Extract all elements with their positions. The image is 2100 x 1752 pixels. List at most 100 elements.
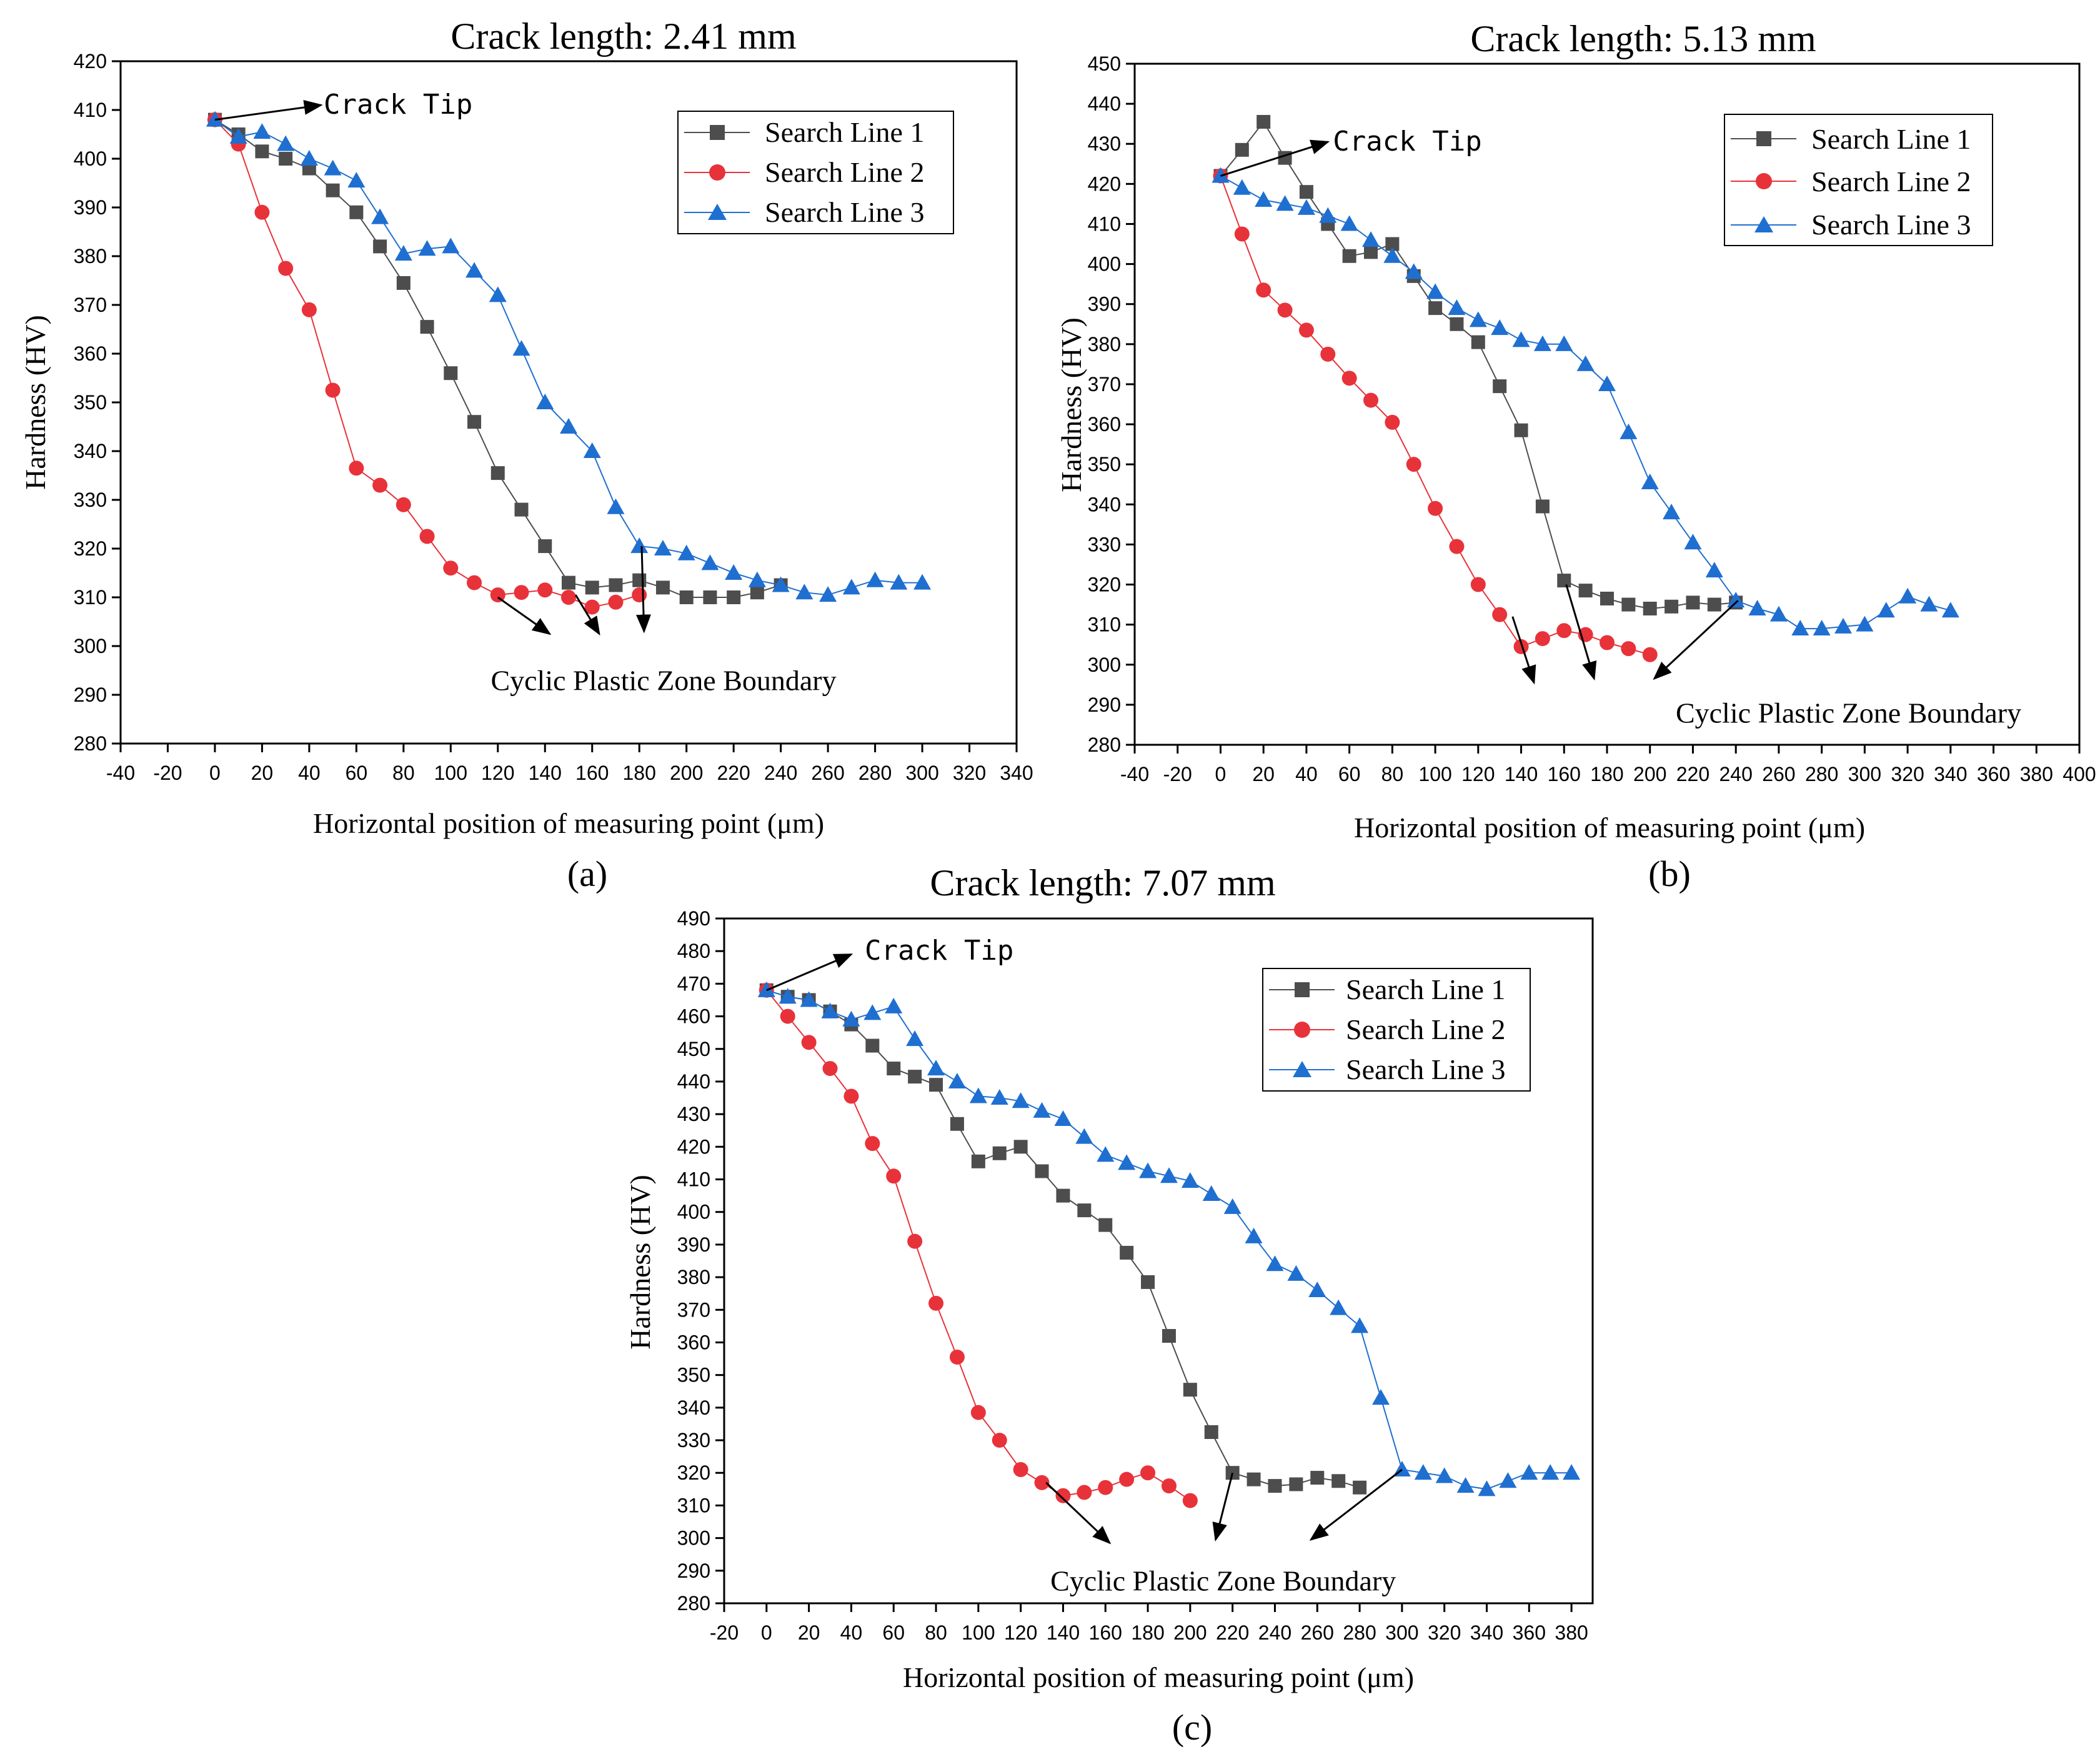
data-point: [1235, 142, 1249, 157]
panel-label: (b): [1648, 854, 1691, 894]
crack-tip-label: Crack Tip: [865, 935, 1013, 967]
data-point: [1161, 1478, 1177, 1494]
y-tick-label: 300: [74, 635, 107, 657]
annotation-layer: [766, 953, 1403, 1545]
data-point: [1287, 1265, 1305, 1281]
boundary-arrow: [1511, 616, 1536, 685]
data-point: [1563, 1464, 1581, 1480]
chart-title: Crack length: 5.13 mm: [1470, 18, 1816, 59]
data-point: [538, 539, 552, 554]
data-point: [1456, 1477, 1475, 1493]
data-point: [444, 366, 458, 381]
y-tick-label: 380: [74, 245, 107, 267]
data-point: [443, 560, 459, 576]
y-tick-label: 470: [677, 972, 710, 995]
data-point: [679, 590, 694, 604]
data-point: [1289, 1477, 1303, 1491]
x-tick-label: 380: [1555, 1621, 1588, 1644]
legend: Search Line 1 Search Line 2 Search Line …: [677, 111, 954, 234]
data-point: [1098, 1218, 1113, 1232]
y-axis-label: Hardness (HV): [19, 315, 51, 490]
data-point: [750, 585, 764, 600]
data-point: [949, 1349, 965, 1365]
chart-panel-b: Crack length: 5.13 mm -40 -20 0 20 40 60 80 100…: [1055, 18, 2096, 894]
x-tick-label: 180: [1131, 1621, 1164, 1644]
data-point: [609, 578, 623, 592]
data-point: [795, 584, 814, 600]
data-point: [1353, 1480, 1367, 1495]
data-point: [971, 1154, 985, 1168]
data-point: [229, 127, 247, 144]
x-tick-label: 140: [1047, 1621, 1080, 1644]
data-point: [1234, 226, 1250, 242]
x-tick-label: 300: [1848, 763, 1881, 785]
data-point: [703, 590, 717, 604]
y-axis-ticks: 280 290 300 310 320 330 340 350 360 370 380 390 400 4…: [1088, 52, 1135, 756]
data-point: [1055, 1488, 1071, 1503]
y-axis-label: Hardness (HV): [624, 1175, 656, 1350]
y-tick-label: 450: [1088, 52, 1121, 75]
data-point: [1620, 423, 1638, 439]
y-tick-label: 280: [74, 732, 107, 755]
data-point: [512, 340, 530, 356]
data-point: [1013, 1140, 1028, 1154]
data-point: [465, 262, 484, 278]
x-tick-label: 40: [840, 1621, 863, 1644]
data-point: [1856, 615, 1874, 632]
x-tick-label: 80: [925, 1621, 947, 1644]
data-point: [1310, 1471, 1325, 1485]
data-point: [913, 574, 932, 590]
annotation-layer: [1220, 139, 1739, 685]
y-tick-label: 440: [677, 1070, 710, 1093]
data-point: [1331, 1474, 1346, 1488]
x-tick-label: 360: [1513, 1621, 1546, 1644]
y-tick-label: 310: [677, 1494, 710, 1516]
data-point: [1520, 1464, 1538, 1480]
y-tick-label: 330: [1088, 533, 1121, 555]
data-point: [1598, 375, 1616, 391]
x-tick-label: 80: [392, 762, 415, 784]
data-point: [992, 1146, 1007, 1160]
y-tick-label: 390: [74, 196, 107, 219]
data-point: [1663, 504, 1681, 520]
data-point: [347, 172, 366, 188]
data-point: [906, 1030, 924, 1047]
panel-label: (c): [1172, 1707, 1212, 1748]
series-line: [1220, 176, 1650, 655]
data-point: [537, 582, 553, 598]
crack-tip-label: Crack Tip: [1333, 126, 1481, 157]
data-point: [1493, 379, 1507, 394]
data-point: [607, 498, 625, 514]
y-tick-label: 360: [1088, 413, 1121, 436]
boundary-label: Cyclic Plastic Zone Boundary: [1050, 1565, 1396, 1596]
data-point: [1035, 1164, 1049, 1178]
x-tick-label: 20: [1252, 763, 1275, 785]
data-point: [1342, 249, 1356, 263]
legend-marker-3: [1754, 216, 1773, 232]
data-point: [1277, 302, 1293, 318]
series-layer: [206, 111, 932, 615]
data-point: [907, 1233, 923, 1249]
x-tick-label: -20: [153, 762, 182, 784]
data-point: [1600, 635, 1615, 650]
x-tick-label: 220: [1216, 1621, 1249, 1644]
x-tick-label: 340: [1000, 762, 1033, 784]
x-tick-label: 100: [434, 762, 467, 784]
series-3: [206, 111, 932, 602]
data-point: [1428, 301, 1443, 316]
data-point: [970, 1405, 986, 1420]
data-point: [255, 144, 269, 159]
data-point: [1266, 1255, 1284, 1272]
legend-marker-1: [710, 125, 725, 140]
data-point: [1621, 641, 1636, 657]
data-point: [1470, 577, 1486, 592]
data-point: [821, 1002, 839, 1018]
data-point: [1077, 1485, 1092, 1500]
data-point: [253, 123, 271, 139]
x-axis-label: Horizontal position of measuring point (…: [313, 807, 824, 839]
data-point: [1371, 1389, 1390, 1405]
crack-tip-arrow: [214, 99, 323, 121]
data-point: [1405, 263, 1423, 279]
data-point: [1471, 335, 1485, 349]
data-point: [1492, 607, 1508, 622]
